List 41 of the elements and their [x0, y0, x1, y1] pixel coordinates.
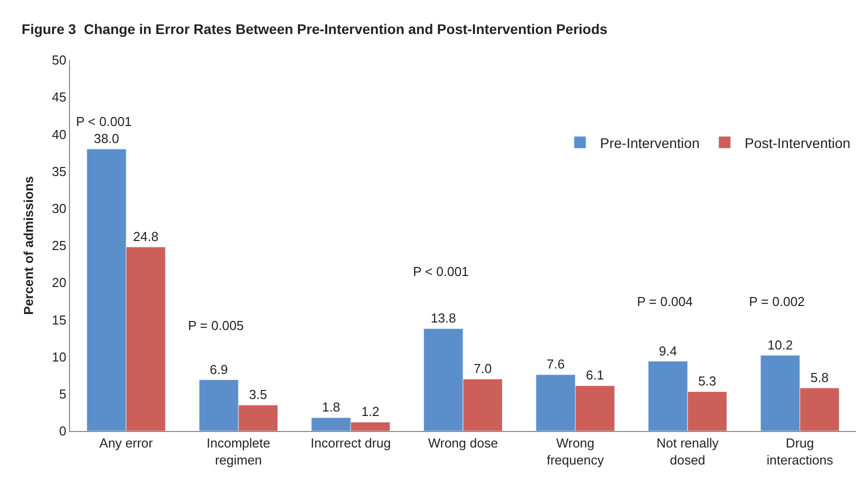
data-label: 6.1 [586, 368, 604, 383]
y-tick-label: 25 [52, 238, 66, 254]
data-label: 7.0 [474, 361, 492, 376]
data-label: 13.8 [430, 310, 456, 326]
y-tick-label: 20 [52, 275, 66, 290]
legend-label: Pre-Intervention [600, 134, 700, 151]
y-tick-label: 15 [52, 312, 66, 328]
y-tick-label: 5 [59, 386, 66, 402]
chart-title: Figure 3 Change in Error Rates Between Pre-Intervention and Post-Intervention Periods [22, 20, 608, 37]
data-label: 10.2 [768, 337, 793, 352]
x-tick-label: Wrong dose [428, 436, 498, 451]
annotation: P < 0.001 [76, 114, 132, 129]
annotation: P = 0.004 [637, 294, 693, 309]
y-tick-label: 10 [52, 349, 66, 364]
data-label: 24.8 [133, 228, 158, 244]
data-label: 3.5 [249, 387, 268, 402]
x-tick-label: Incorrect drug [310, 436, 391, 451]
y-tick-label: 45 [52, 90, 66, 105]
x-tick-label: Any error [99, 436, 154, 451]
data-label: 9.4 [658, 343, 677, 358]
data-label: 5.3 [698, 374, 716, 389]
x-tick-label: Wrong frequency [546, 436, 604, 468]
y-axis-title: Percent of admissions [20, 176, 36, 315]
data-label: 38.0 [94, 131, 120, 146]
annotation: P = 0.005 [188, 318, 244, 333]
data-label: 5.8 [810, 370, 829, 385]
y-tick-label: 50 [52, 52, 66, 68]
legend-label: Post-Intervention [744, 134, 850, 151]
x-tick-label: Not renally dosed [656, 436, 720, 468]
data-label: 6.9 [210, 362, 228, 377]
y-tick-label: 35 [52, 164, 66, 179]
y-tick-label: 30 [52, 200, 66, 216]
x-tick-label: Drug interactions [766, 436, 834, 468]
y-tick-label: 0 [59, 424, 66, 439]
annotation: P < 0.001 [413, 264, 469, 279]
x-tick-label: Incomplete regimen [206, 436, 270, 468]
data-label: 1.8 [322, 400, 340, 415]
y-tick-label: 40 [52, 126, 66, 142]
data-label: 1.2 [361, 404, 380, 420]
annotation: P = 0.002 [749, 294, 805, 309]
data-label: 7.6 [546, 356, 565, 372]
